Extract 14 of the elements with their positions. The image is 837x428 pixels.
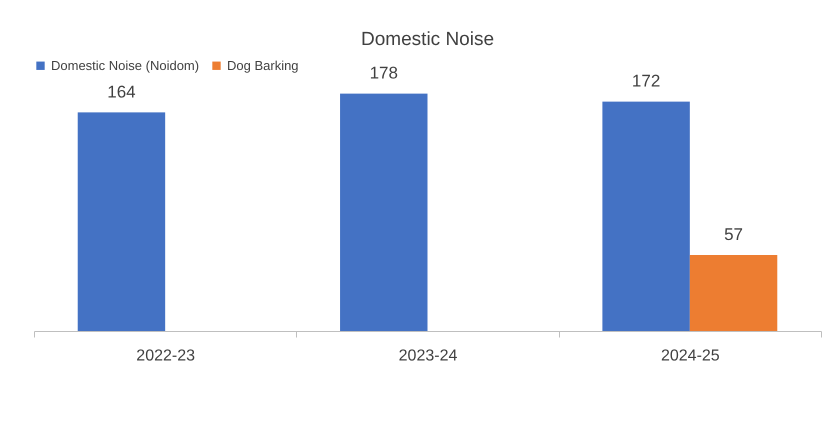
x-tick-label: 2024-25 [660,348,720,364]
data-label: 57 [724,225,744,244]
bar [690,255,778,331]
chart-title: Domestic Noise [360,29,494,50]
data-label: 172 [632,72,660,91]
bar [78,112,166,331]
data-label: 178 [370,64,398,83]
x-tick-label: 2023-24 [398,348,458,364]
data-label: 164 [107,82,136,102]
bar [602,102,690,331]
x-tick-label: 2022-23 [136,348,196,364]
legend-label: Domestic Noise (Noidom) [51,58,200,73]
bar [340,94,428,331]
legend-label: Dog Barking [227,58,299,73]
